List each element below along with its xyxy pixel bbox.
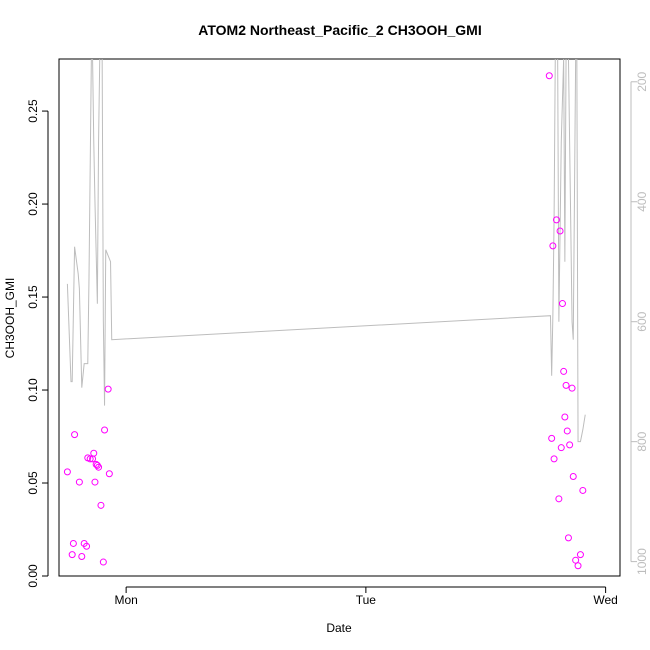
y-tick-label: 0.10 bbox=[26, 378, 40, 402]
data-point bbox=[560, 367, 568, 375]
data-point bbox=[93, 461, 101, 469]
data-point bbox=[101, 426, 109, 434]
y2-tick-label: 600 bbox=[635, 311, 649, 331]
y-tick-label: 0.05 bbox=[26, 471, 40, 495]
data-point bbox=[90, 449, 98, 457]
data-point bbox=[562, 381, 570, 389]
y-tick-label: 0.15 bbox=[26, 285, 40, 309]
data-point bbox=[569, 473, 577, 481]
y-axis-label: CH3OOH_GMI bbox=[3, 278, 17, 359]
data-point bbox=[63, 468, 71, 476]
data-point bbox=[95, 463, 103, 471]
data-point bbox=[555, 495, 563, 503]
data-point bbox=[69, 539, 77, 547]
data-point bbox=[71, 431, 79, 439]
data-point bbox=[104, 385, 112, 393]
x-tick-label: Wed bbox=[593, 593, 617, 607]
data-point bbox=[557, 444, 565, 452]
data-point bbox=[572, 556, 580, 564]
data-point bbox=[97, 501, 105, 509]
y2-tick-label: 200 bbox=[635, 71, 649, 91]
data-point bbox=[564, 534, 572, 542]
data-point bbox=[78, 552, 86, 560]
data-point bbox=[545, 72, 553, 80]
series-line bbox=[66, 59, 586, 443]
data-point bbox=[99, 558, 107, 566]
data-point bbox=[105, 470, 113, 478]
data-point bbox=[574, 562, 582, 570]
data-point bbox=[83, 542, 91, 550]
data-point bbox=[548, 434, 556, 442]
data-point bbox=[566, 441, 574, 449]
y-tick-label: 0.00 bbox=[26, 564, 40, 588]
data-point bbox=[576, 551, 584, 559]
data-point bbox=[68, 551, 76, 559]
plot-frame bbox=[58, 58, 621, 577]
data-point bbox=[568, 384, 576, 392]
y-tick-label: 0.20 bbox=[26, 192, 40, 216]
data-point bbox=[75, 478, 83, 486]
points-layer bbox=[63, 72, 587, 570]
data-point bbox=[86, 455, 94, 463]
x-tick-label: Mon bbox=[114, 593, 137, 607]
data-point bbox=[549, 242, 557, 250]
data-point bbox=[563, 427, 571, 435]
data-point bbox=[561, 413, 569, 421]
y-tick-label: 0.25 bbox=[26, 99, 40, 123]
x-axis-label: Date bbox=[326, 621, 352, 635]
axes-layer: 0.00 0.05 0.10 0.15 0.20 0.25 Mon Tue Wed 200 400 6… bbox=[26, 71, 649, 607]
y2-tick-label: 800 bbox=[635, 431, 649, 451]
data-point bbox=[91, 478, 99, 486]
data-point bbox=[550, 455, 558, 463]
data-point bbox=[579, 486, 587, 494]
y2-tick-label: 400 bbox=[635, 191, 649, 211]
line-layer bbox=[66, 59, 586, 443]
data-point bbox=[558, 300, 566, 308]
chart-title: ATOM2 Northeast_Pacific_2 CH3OOH_GMI bbox=[198, 22, 481, 38]
x-tick-label: Tue bbox=[356, 593, 377, 607]
data-point bbox=[556, 227, 564, 235]
data-point bbox=[552, 216, 560, 224]
y2-tick-label: 1000 bbox=[635, 548, 649, 575]
